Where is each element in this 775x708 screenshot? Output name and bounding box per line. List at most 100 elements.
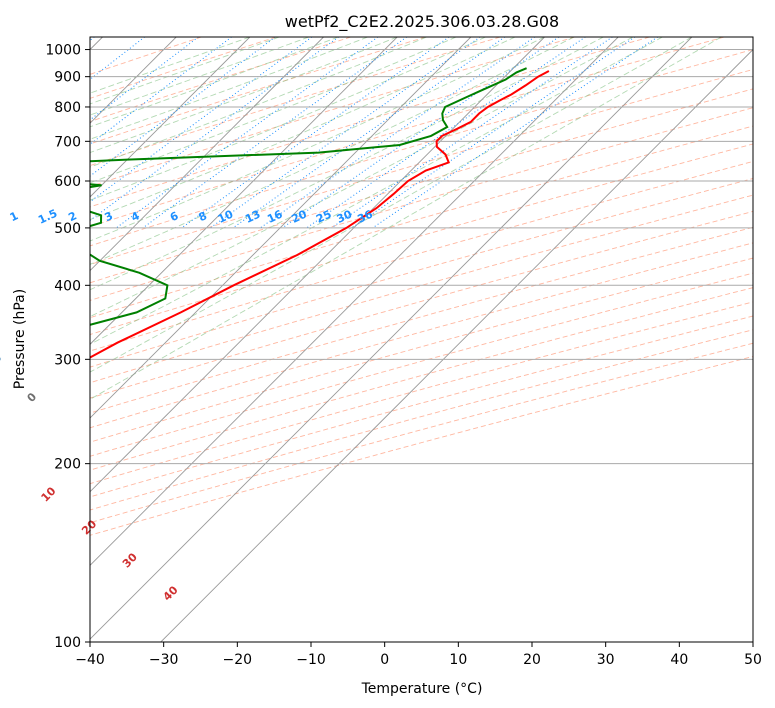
y-axis-label: Pressure (hPa) <box>12 289 28 389</box>
dry-adiabat-line <box>90 356 753 536</box>
y-tick-label: 100 <box>54 635 81 651</box>
x-tick-label: −20 <box>223 652 253 668</box>
dry-adiabat-line <box>90 301 753 485</box>
isotherm-line <box>90 37 472 419</box>
dry-adiabat-line <box>90 226 753 414</box>
mixing-ratio-label: 4 <box>129 209 142 224</box>
x-tick-label: −40 <box>75 652 105 668</box>
mixing-ratio-label: 1 <box>8 209 20 224</box>
dry-adiabat-line <box>90 37 501 167</box>
x-tick-label: 10 <box>449 652 467 668</box>
mixing-ratio-line <box>90 37 339 222</box>
mixing-ratio-label: 20 <box>289 207 309 225</box>
isotherm-label: 10 <box>39 484 59 504</box>
mixing-ratio-line <box>142 37 407 229</box>
dry-adiabat-line <box>90 37 725 228</box>
mixing-ratio-label: 16 <box>265 207 285 225</box>
mixing-ratio-label: 36 <box>355 207 375 225</box>
dry-adiabat-line <box>90 37 650 208</box>
moist-adiabat-line <box>90 37 280 105</box>
moist-adiabat-line <box>90 37 309 116</box>
y-tick-label: 900 <box>54 70 81 86</box>
axes: −40 −30 −20 −10 0 10 20 30 40 50 100 200 300 400 500 60… <box>45 43 762 668</box>
x-tick-label: 30 <box>597 652 615 668</box>
y-tick-label: 700 <box>54 134 81 150</box>
mixing-ratio-line <box>372 37 658 229</box>
chart-title: wetPf2_C2E2.2025.306.03.28.G08 <box>285 12 559 32</box>
profile-line <box>90 70 550 359</box>
plot-frame <box>89 36 754 643</box>
profile-line <box>90 67 527 326</box>
dry-adiabat-line <box>90 161 753 352</box>
y-tick-label: 500 <box>54 221 81 237</box>
dry-adiabat-line <box>90 68 753 266</box>
mixing-ratio-label: 6 <box>168 209 181 224</box>
moist-adiabat-line <box>90 37 251 94</box>
dry-adiabat-line <box>90 242 753 429</box>
dry-adiabat-line <box>90 315 753 498</box>
mixing-ratio-line <box>260 37 535 229</box>
mixing-ratio-label: 30 <box>335 207 355 225</box>
x-tick-label: −10 <box>296 652 326 668</box>
dry-adiabat-line <box>90 49 753 247</box>
mixing-ratio-label: 8 <box>197 209 209 224</box>
x-tick-label: 20 <box>523 652 541 668</box>
mixing-ratio-label: 25 <box>314 208 333 226</box>
isotherm-line <box>90 37 398 345</box>
isotherm-label: 0 <box>25 390 40 405</box>
moist-adiabat-line <box>90 37 693 373</box>
mixing-ratio-line <box>90 37 145 81</box>
dry-adiabat-line <box>90 342 753 524</box>
mixing-ratio-line <box>232 37 506 229</box>
dry-adiabat-line <box>90 37 351 123</box>
dry-adiabat-line <box>90 287 753 471</box>
moist-adiabat-line <box>90 37 457 184</box>
x-tick-label: −30 <box>149 652 179 668</box>
isotherm-line <box>90 37 251 198</box>
moist-adiabat-line <box>90 37 545 242</box>
x-tick-label: 0 <box>380 652 389 668</box>
mixing-ratio-line <box>210 37 481 229</box>
mixing-ratio-line <box>351 37 636 229</box>
moist-adiabat-line <box>90 37 575 265</box>
dry-adiabat-line <box>90 107 753 301</box>
y-tick-label: 800 <box>54 100 81 116</box>
isotherm-label: 20 <box>79 517 99 537</box>
dry-adiabat-line <box>90 329 753 511</box>
data-series <box>90 67 550 359</box>
y-tick-label: 300 <box>54 352 81 368</box>
isotherm-line <box>160 48 753 642</box>
dry-adiabat-line <box>90 178 753 368</box>
moist-adiabat-line <box>90 37 398 154</box>
y-tick-label: 400 <box>54 278 81 294</box>
dry-adiabat-line <box>90 257 753 443</box>
x-tick-label: 50 <box>744 652 762 668</box>
y-tick-label: 200 <box>54 457 81 473</box>
background-lines <box>90 37 753 642</box>
x-axis-label: Temperature (°C) <box>361 681 483 697</box>
moist-adiabat-line <box>90 37 722 400</box>
isotherm-line <box>90 37 545 493</box>
dry-adiabat-line <box>90 272 753 457</box>
y-tick-label: 1000 <box>45 43 81 59</box>
isotherm-line <box>90 37 324 272</box>
y-tick-label: 600 <box>54 174 81 190</box>
moist-adiabat-line <box>90 37 663 345</box>
isotherm-line <box>90 37 619 567</box>
mixing-ratio-line <box>90 37 199 121</box>
mixing-ratio-line <box>90 37 232 145</box>
isotherm-label: 40 <box>161 583 181 603</box>
mixing-ratio-label: 3 <box>103 209 115 224</box>
isotherm-label: 30 <box>120 550 140 570</box>
mixing-ratio-line <box>90 37 95 42</box>
dry-adiabat-line <box>90 88 753 284</box>
x-tick-label: 40 <box>670 652 688 668</box>
dry-adiabat-line <box>90 143 753 336</box>
dry-adiabat-line <box>90 37 426 145</box>
isotherm-line <box>90 37 693 640</box>
dry-adiabat-line <box>90 194 753 384</box>
mixing-ratio-line <box>306 37 586 229</box>
dry-adiabat-line <box>90 210 753 399</box>
isotherm-label: -10 <box>0 351 5 374</box>
moist-adiabat-line <box>90 37 339 128</box>
